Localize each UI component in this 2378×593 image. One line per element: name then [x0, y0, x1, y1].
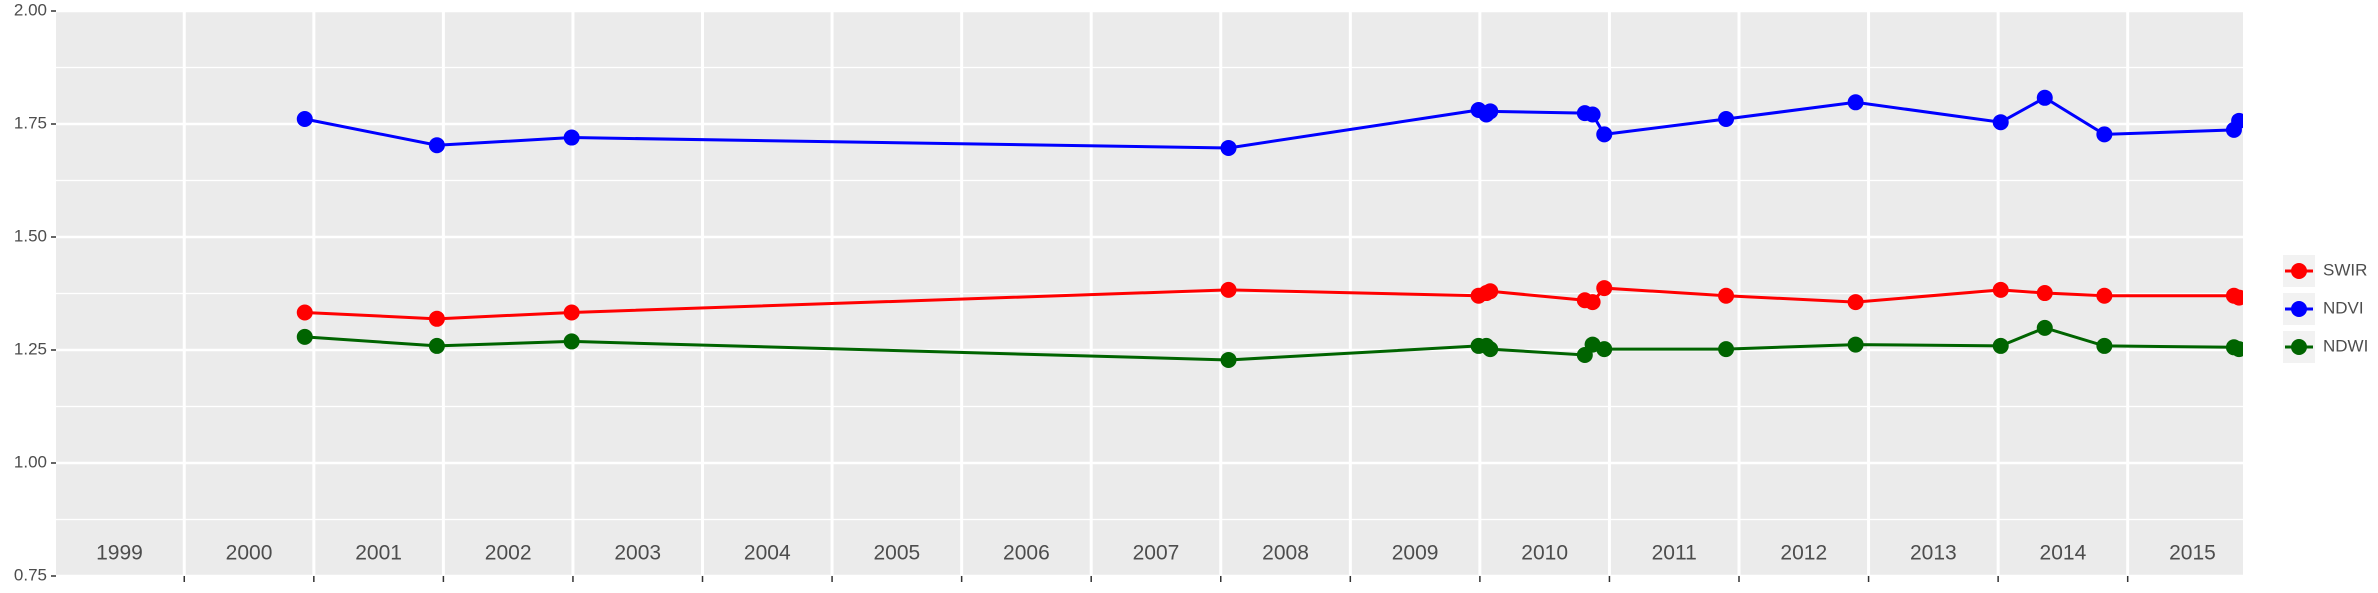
point — [1718, 341, 1735, 358]
point — [2096, 126, 2113, 143]
y-tick-label: 0.75 — [14, 565, 47, 584]
point — [428, 137, 445, 154]
point — [1718, 287, 1735, 304]
point — [1482, 103, 1499, 120]
point — [2231, 289, 2243, 306]
point — [1992, 114, 2009, 131]
x-tick-label: 1999 — [96, 542, 143, 565]
legend-label: NDWI — [2323, 336, 2368, 355]
point — [1220, 281, 1237, 298]
point — [1847, 94, 1864, 111]
x-tick-label: 2001 — [355, 542, 402, 565]
point — [1596, 341, 1613, 358]
point — [1992, 337, 2009, 354]
x-tick-label: 2010 — [1521, 542, 1568, 565]
point — [1596, 126, 1613, 143]
x-tick-label: 2004 — [744, 542, 791, 565]
y-tick-label: 1.75 — [14, 113, 47, 132]
point — [1847, 336, 1864, 353]
point — [1482, 341, 1499, 358]
point — [2231, 341, 2243, 358]
point — [1596, 280, 1613, 297]
legend-point — [2291, 339, 2307, 355]
point — [428, 310, 445, 327]
point — [1992, 281, 2009, 298]
y-tick-label: 2.00 — [14, 0, 47, 19]
x-tick-label: 2013 — [1910, 542, 1957, 565]
x-tick-label: 2007 — [1133, 542, 1180, 565]
legend-point — [2291, 263, 2307, 279]
point — [1718, 111, 1735, 128]
legend-label: NDVI — [2323, 298, 2364, 317]
point — [2096, 337, 2113, 354]
point — [2036, 319, 2053, 336]
point — [2096, 287, 2113, 304]
x-tick-label: 2000 — [226, 542, 273, 565]
x-tick-label: 2006 — [1003, 542, 1050, 565]
point — [1482, 283, 1499, 300]
point — [563, 304, 580, 321]
point — [2036, 89, 2053, 106]
x-tick-label: 2005 — [873, 542, 920, 565]
point — [296, 328, 313, 345]
legend-point — [2291, 301, 2307, 317]
x-tick-label: 2002 — [485, 542, 532, 565]
x-tick-label: 2009 — [1392, 542, 1439, 565]
y-tick-label: 1.00 — [14, 452, 47, 471]
legend-label: SWIR — [2323, 260, 2367, 279]
point — [1584, 106, 1601, 123]
point — [1847, 294, 1864, 311]
y-tick-label: 1.25 — [14, 339, 47, 358]
point — [563, 333, 580, 350]
x-tick-label: 2014 — [2040, 542, 2087, 565]
x-tick-label: 2015 — [2169, 542, 2216, 565]
point — [1584, 294, 1601, 311]
x-tick-label: 2008 — [1262, 542, 1309, 565]
point — [296, 304, 313, 321]
y-tick-label: 1.50 — [14, 226, 47, 245]
point — [2036, 285, 2053, 302]
point — [563, 129, 580, 146]
point — [428, 337, 445, 354]
x-tick-label: 2003 — [614, 542, 661, 565]
point — [1220, 351, 1237, 368]
point — [296, 111, 313, 128]
x-tick-label: 2011 — [1652, 542, 1697, 565]
point — [1220, 139, 1237, 156]
x-tick-label: 2012 — [1780, 542, 1827, 565]
point — [2231, 112, 2243, 129]
